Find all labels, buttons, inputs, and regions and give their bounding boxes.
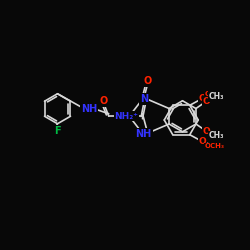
Text: NH: NH (80, 104, 97, 114)
Text: OCH₃: OCH₃ (205, 91, 225, 97)
Text: O: O (202, 126, 210, 136)
Text: N: N (140, 94, 148, 104)
Text: CH₃: CH₃ (208, 132, 224, 140)
Text: F: F (54, 126, 61, 136)
Text: O: O (202, 97, 210, 106)
Text: OCH₃: OCH₃ (205, 143, 225, 149)
Text: O: O (199, 137, 206, 146)
Text: CH₃: CH₃ (208, 92, 224, 101)
Text: O: O (100, 96, 108, 106)
Text: O: O (144, 76, 152, 86)
Text: NH: NH (136, 129, 152, 139)
Text: O: O (199, 94, 206, 103)
Text: NH₂⁺: NH₂⁺ (114, 112, 138, 121)
